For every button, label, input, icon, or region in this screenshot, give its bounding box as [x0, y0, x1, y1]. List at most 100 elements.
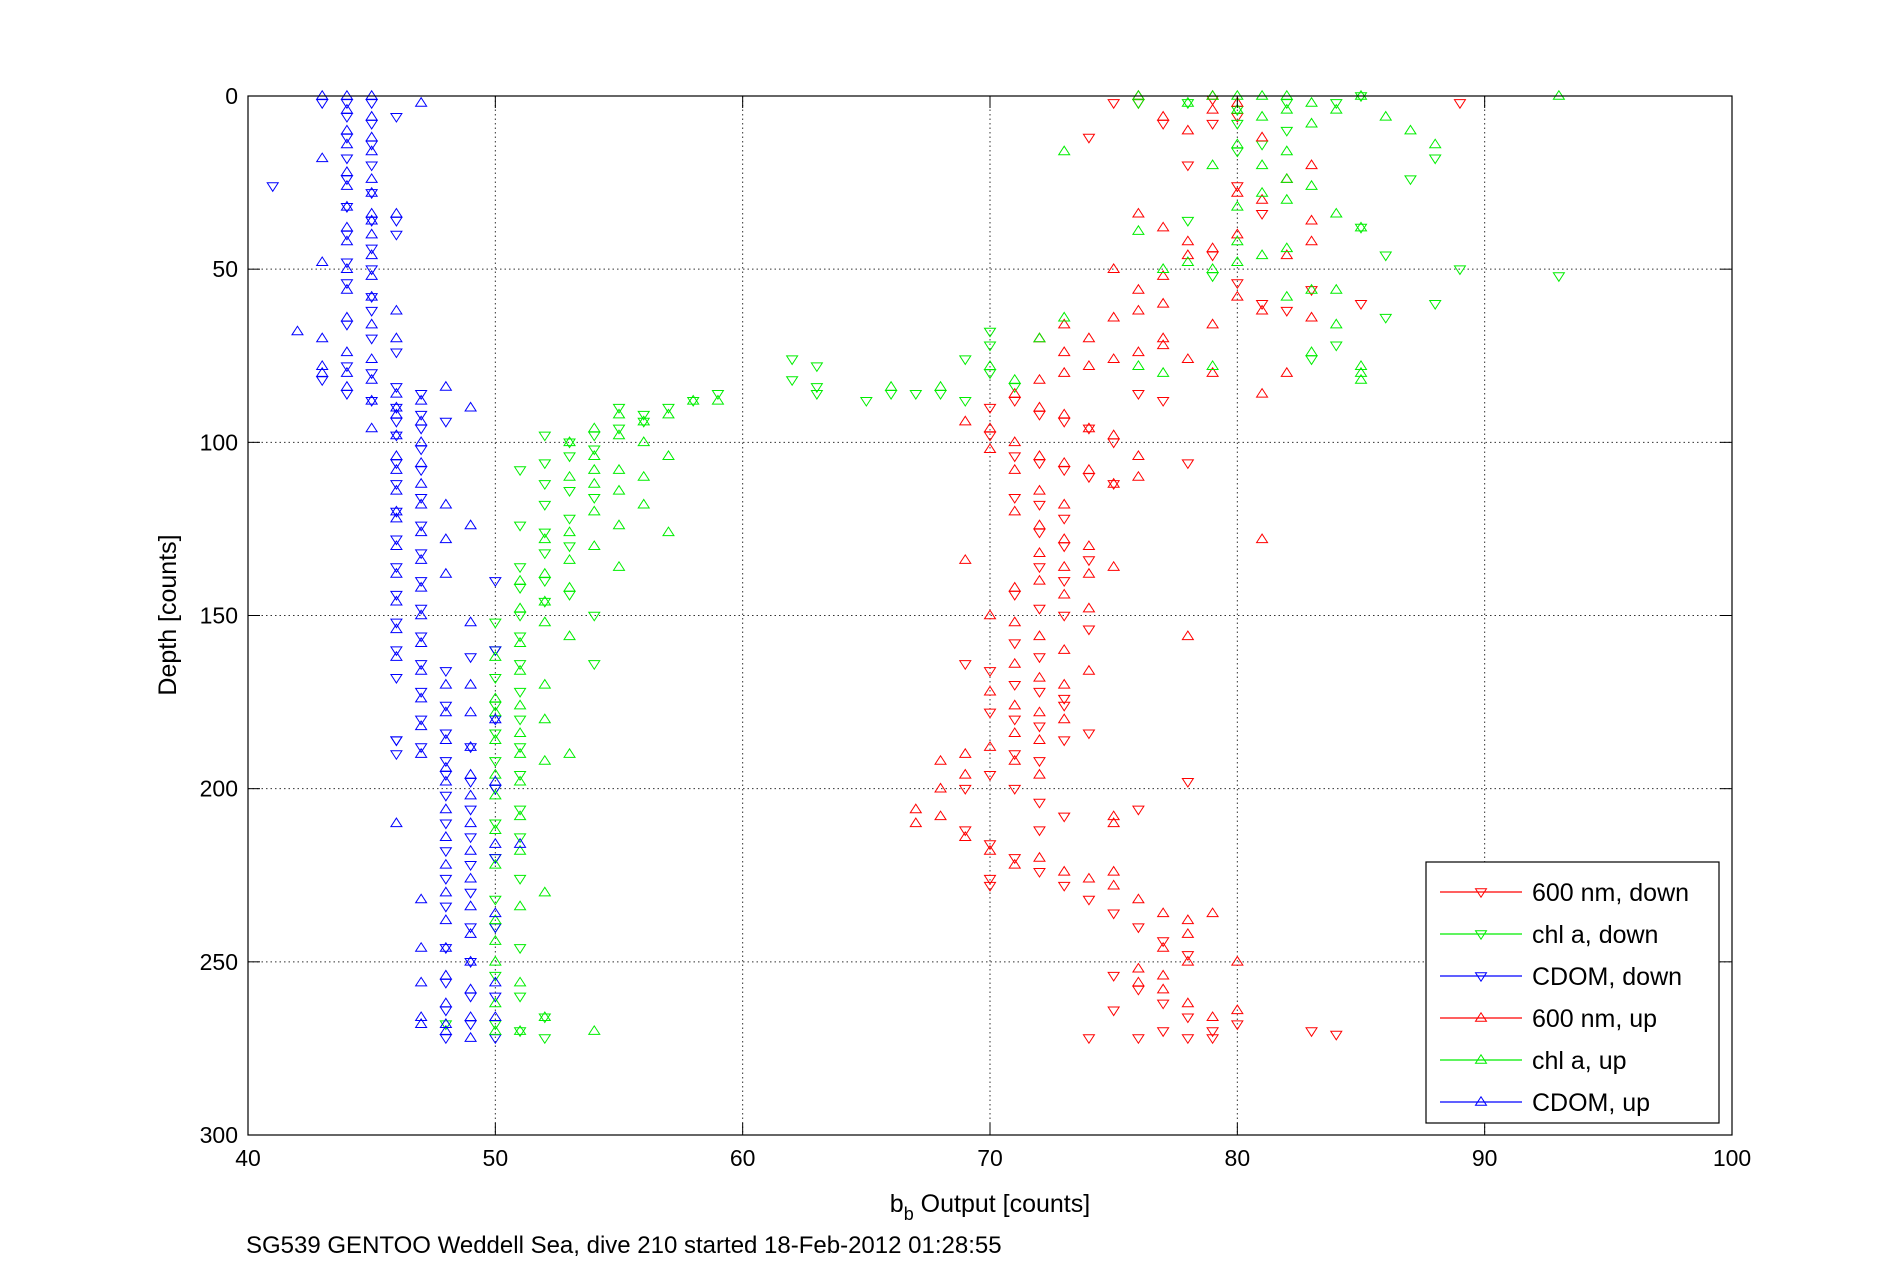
data-point	[1131, 359, 1145, 370]
data-point	[1156, 941, 1170, 952]
data-point	[612, 519, 626, 530]
data-point	[439, 734, 453, 744]
data-point	[439, 1018, 453, 1028]
data-point	[1230, 103, 1244, 114]
data-point	[389, 567, 403, 578]
data-point	[1230, 256, 1244, 267]
data-point	[464, 740, 478, 751]
data-point	[983, 771, 997, 781]
data-point	[1008, 784, 1022, 795]
data-point	[1131, 207, 1145, 218]
data-point	[538, 754, 552, 765]
data-point	[1131, 390, 1145, 400]
series-2	[266, 99, 502, 1045]
data-point	[637, 415, 651, 426]
data-point	[563, 436, 576, 447]
data-point	[488, 577, 502, 588]
data-point	[1057, 560, 1071, 571]
data-point	[1008, 581, 1022, 592]
data-point	[389, 540, 403, 551]
data-point	[1354, 223, 1368, 234]
data-point	[1033, 798, 1046, 809]
data-point	[1280, 126, 1294, 137]
data-point	[1230, 119, 1244, 130]
data-point	[1255, 89, 1269, 100]
data-point	[1033, 757, 1046, 768]
data-point	[389, 401, 403, 412]
data-point	[414, 553, 428, 564]
x-tick-label: 90	[1472, 1145, 1498, 1171]
data-point	[389, 535, 403, 546]
data-point	[1033, 722, 1046, 733]
data-point	[1033, 373, 1046, 384]
data-point	[414, 96, 428, 107]
data-point	[538, 713, 552, 724]
data-point	[1156, 937, 1170, 948]
data-point	[785, 355, 799, 366]
data-point	[389, 387, 403, 398]
data-point	[884, 380, 898, 391]
data-point	[414, 692, 428, 703]
data-point	[1255, 533, 1269, 544]
legend-marker	[1474, 1095, 1488, 1106]
data-point	[464, 789, 478, 800]
x-tick-label: 100	[1713, 1145, 1751, 1171]
data-point	[464, 805, 478, 816]
data-point	[464, 817, 478, 828]
data-point	[909, 817, 923, 828]
data-point	[1230, 138, 1244, 149]
data-point	[538, 678, 552, 689]
data-point	[1008, 387, 1022, 398]
data-point	[464, 923, 478, 934]
data-point	[637, 410, 651, 421]
data-point	[513, 715, 527, 726]
data-point	[1082, 625, 1096, 636]
data-point	[439, 701, 453, 712]
x-tick-label: 40	[235, 1145, 261, 1171]
data-point	[464, 844, 478, 855]
data-point	[1280, 103, 1294, 114]
data-point	[662, 526, 675, 537]
data-point	[365, 89, 379, 100]
data-point	[1156, 263, 1170, 273]
data-point	[1280, 249, 1294, 260]
data-point	[513, 844, 527, 855]
data-point	[365, 214, 379, 225]
data-point	[488, 618, 502, 629]
data-point	[439, 858, 453, 869]
data-point	[1255, 193, 1269, 204]
data-point	[439, 969, 453, 980]
data-point	[1057, 588, 1071, 599]
data-point	[439, 886, 453, 897]
legend-label: 600 nm, down	[1532, 879, 1689, 907]
data-point	[1033, 734, 1046, 744]
data-point	[1082, 359, 1096, 370]
data-point	[1156, 969, 1170, 980]
data-point	[1181, 914, 1195, 925]
data-point	[513, 976, 527, 987]
data-point	[365, 265, 379, 276]
x-tick-label: 70	[977, 1145, 1003, 1171]
data-point	[1107, 909, 1121, 920]
data-point	[1230, 200, 1244, 211]
data-point	[315, 152, 329, 163]
data-point	[414, 664, 428, 675]
data-point	[464, 958, 478, 968]
data-point	[1057, 311, 1071, 322]
data-point	[1181, 997, 1195, 1008]
data-point	[1379, 313, 1393, 324]
data-point	[983, 667, 997, 678]
data-point	[1082, 895, 1096, 906]
data-point	[389, 383, 403, 394]
data-point	[587, 422, 601, 433]
data-point	[612, 403, 626, 414]
legend-label: CDOM, down	[1532, 963, 1682, 991]
data-point	[1428, 138, 1442, 149]
legend-entry: 600 nm, down	[1440, 879, 1689, 907]
data-point	[1057, 678, 1071, 689]
data-point	[414, 604, 428, 615]
data-point	[1057, 514, 1071, 525]
data-point	[439, 533, 453, 544]
data-point	[1057, 366, 1071, 377]
data-point	[538, 616, 552, 627]
